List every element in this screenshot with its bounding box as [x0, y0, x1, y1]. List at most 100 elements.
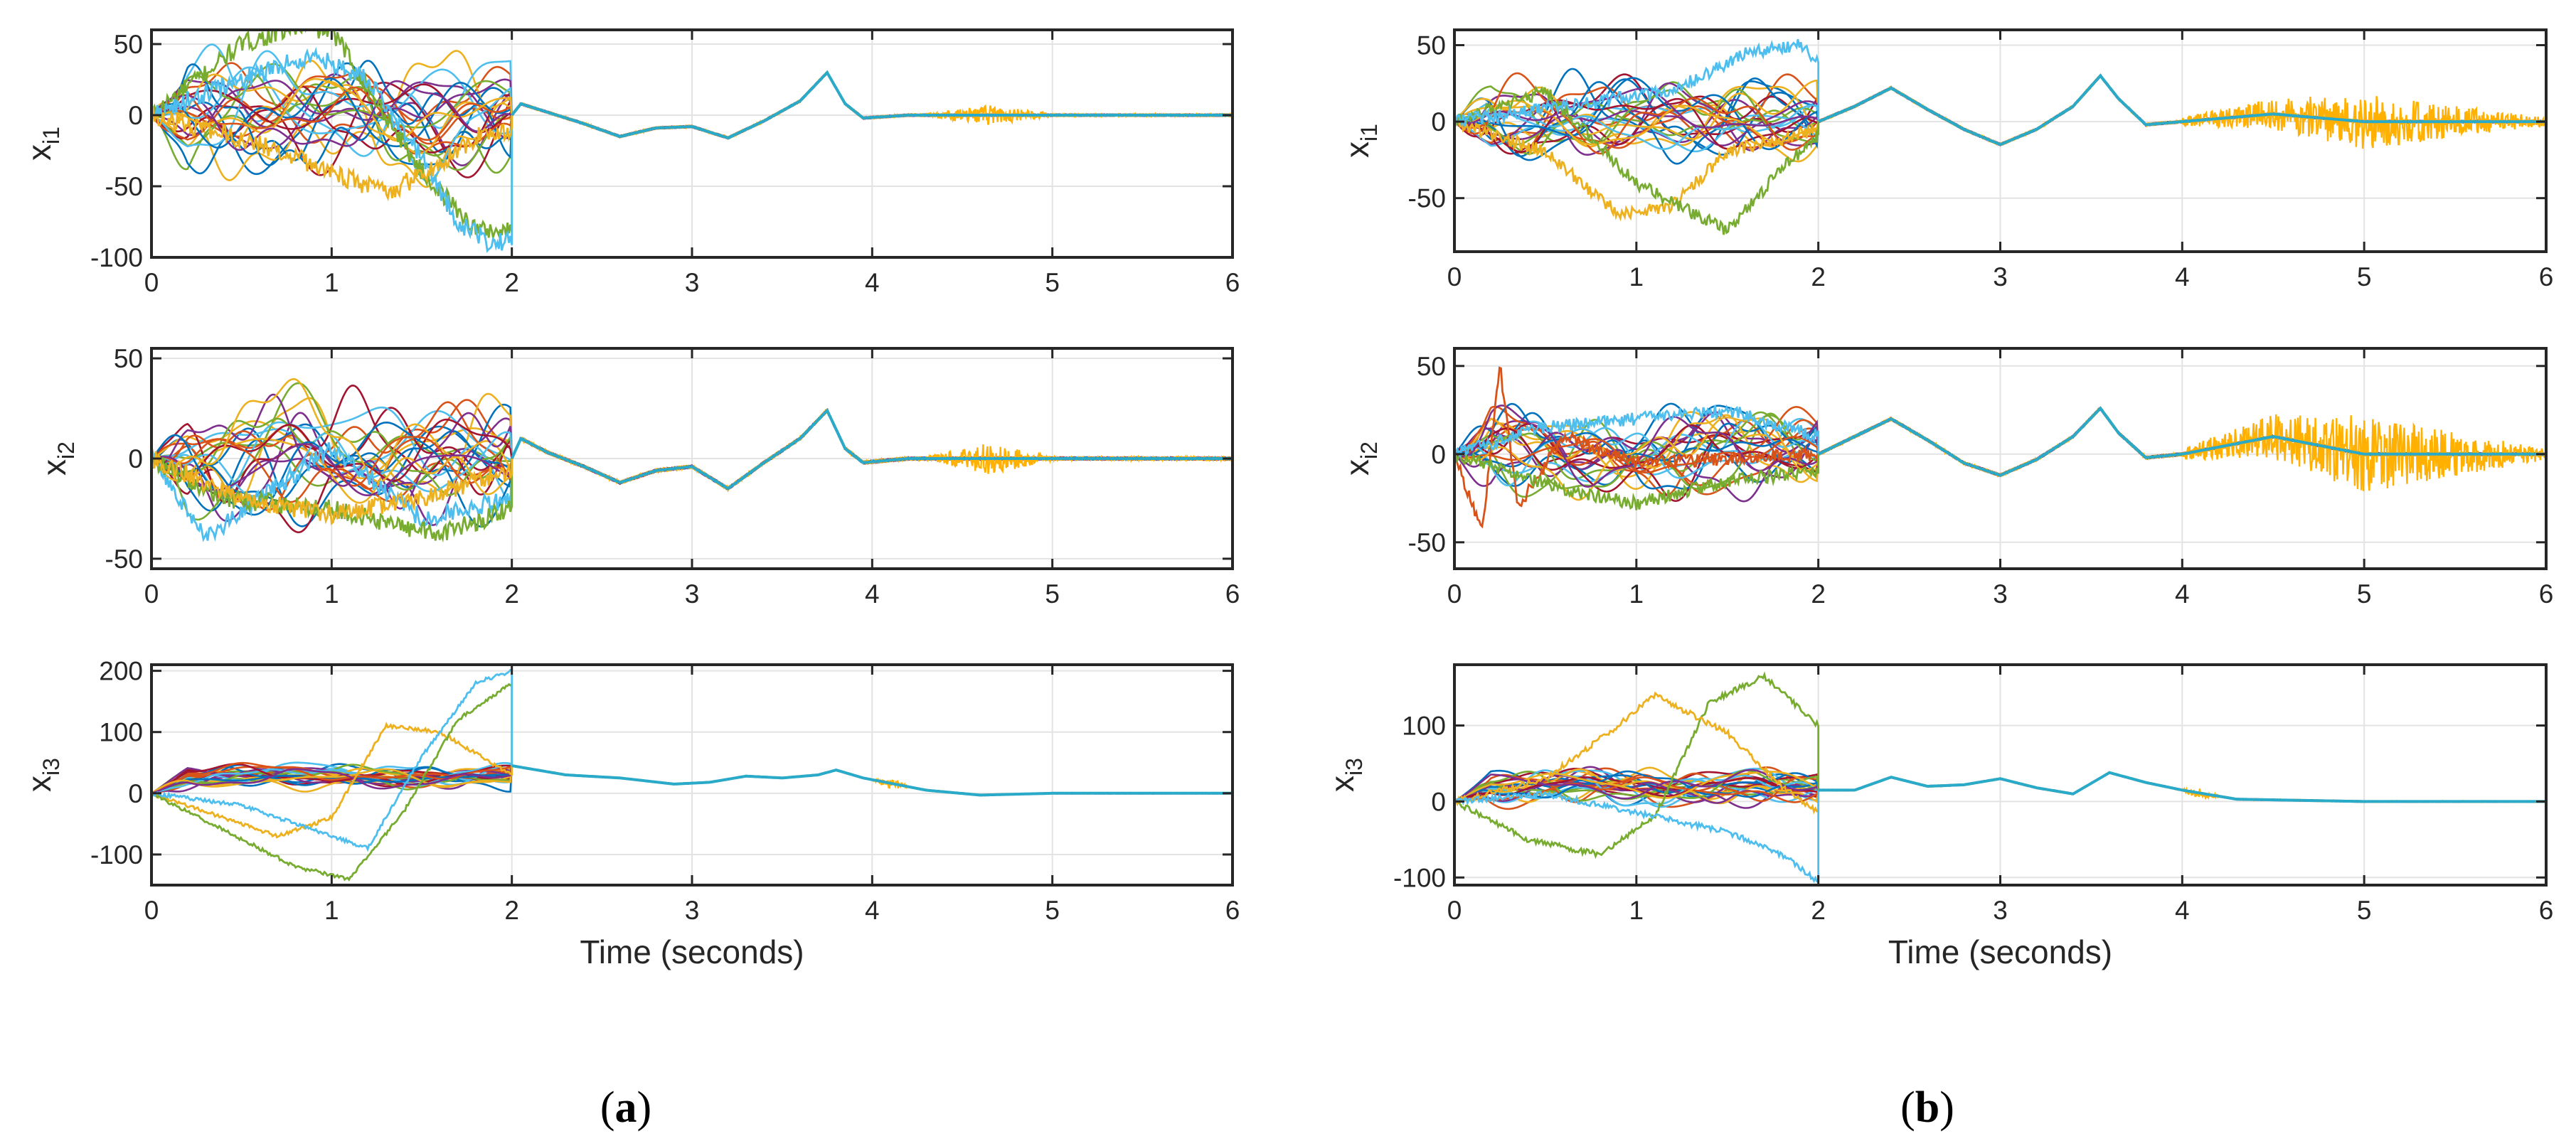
x-tick-label: 3: [685, 579, 700, 609]
series-group: [1454, 671, 2546, 884]
highlight-series-green: [151, 30, 513, 241]
highlight-series-cyan: [151, 46, 513, 253]
y-axis-label: xi3: [21, 758, 64, 792]
y-tick-label: -100: [90, 243, 143, 272]
series-group: [1454, 39, 2546, 235]
x-tick-label: 3: [685, 896, 700, 925]
consensus-series: [511, 70, 1233, 140]
x-tick-label: 2: [504, 268, 519, 297]
x-tick-label: 1: [324, 896, 339, 925]
highlight-series-cyan: [1454, 790, 1820, 884]
x-tick-label: 1: [1629, 262, 1644, 291]
consensus-series: [510, 407, 1233, 491]
x-tick-label: 3: [685, 268, 700, 297]
x-tick-label: 6: [1225, 268, 1240, 297]
x-tick-label: 0: [1447, 262, 1462, 291]
highlight-series-green: [151, 682, 513, 882]
x-axis-label: Time (seconds): [580, 933, 804, 970]
x-tick-label: 5: [2357, 896, 2372, 925]
highlight-series-cyan: [151, 668, 513, 852]
y-axis-label: xi1: [1338, 124, 1382, 158]
y-tick-label: 50: [114, 344, 143, 373]
panel-caption-b: (b): [1900, 1083, 1954, 1132]
highlight-series-cyan: [1454, 404, 1820, 459]
y-tick-label: 0: [128, 779, 143, 808]
x-tick-label: 5: [1045, 896, 1060, 925]
consensus-series: [511, 764, 1233, 797]
series-group: [151, 377, 1233, 543]
y-tick-label: 50: [1417, 352, 1446, 381]
y-axis-label: xi1: [21, 127, 64, 161]
x-tick-label: 5: [1045, 268, 1060, 297]
x-tick-label: 1: [324, 579, 339, 609]
y-tick-label: -50: [1408, 528, 1446, 557]
x-tick-label: 4: [865, 896, 880, 925]
series-group: [151, 668, 1233, 882]
highlight-series-green: [1454, 85, 1820, 235]
x-tick-label: 3: [1993, 262, 2008, 291]
x-tick-label: 6: [1225, 579, 1240, 609]
x-tick-label: 2: [504, 896, 519, 925]
y-tick-label: 50: [114, 30, 143, 59]
x-tick-label: 5: [2357, 579, 2372, 609]
y-tick-label: 0: [1431, 107, 1446, 136]
x-tick-label: 4: [865, 268, 880, 297]
y-axis-label: xi2: [36, 441, 79, 476]
y-tick-label: -100: [1393, 863, 1446, 892]
x-tick-label: 0: [144, 268, 159, 297]
x-tick-label: 0: [1447, 579, 1462, 609]
y-axis-label: xi3: [1324, 758, 1367, 792]
x-tick-label: 1: [1629, 579, 1644, 609]
highlight-series-yellow: [1454, 117, 1820, 222]
x-tick-label: 4: [2175, 262, 2190, 291]
highlight-series-yellow: [151, 107, 513, 202]
x-axis-label: Time (seconds): [1888, 933, 2112, 970]
x-tick-label: 6: [1225, 896, 1240, 925]
x-tick-label: 2: [1811, 579, 1826, 609]
chart-b-i1: 0 1 2 3 4 5 6 -50 0 50 xi1: [1338, 28, 2553, 291]
highlight-series-cyan: [151, 442, 513, 542]
y-tick-label: -50: [105, 545, 143, 574]
y-tick-label: 0: [1431, 440, 1446, 469]
y-tick-label: 0: [1431, 787, 1446, 816]
y-tick-label: 200: [99, 657, 143, 686]
y-axis-label: xi2: [1338, 441, 1382, 476]
series-group: [1454, 366, 2546, 529]
x-tick-label: 1: [1629, 896, 1644, 925]
x-tick-label: 2: [1811, 896, 1826, 925]
highlight-series-yellow: [151, 722, 513, 839]
x-tick-label: 5: [1045, 579, 1060, 609]
x-tick-label: 6: [2539, 579, 2554, 609]
consensus-series: [1817, 406, 2546, 477]
y-tick-label: 0: [128, 101, 143, 130]
y-tick-label: -50: [1408, 184, 1446, 213]
y-tick-label: 0: [128, 444, 143, 473]
x-tick-label: 4: [2175, 896, 2190, 925]
consensus-series: [1817, 73, 2546, 146]
highlight-series-yellow: [1454, 691, 1820, 815]
y-tick-label: 100: [1402, 712, 1446, 741]
x-tick-label: 3: [1993, 579, 2008, 609]
highlight-series-green: [151, 452, 513, 543]
x-tick-label: 0: [1447, 896, 1462, 925]
highlight-series-yellow: [151, 451, 513, 525]
x-tick-label: 1: [324, 268, 339, 297]
x-tick-label: 3: [1993, 896, 2008, 925]
x-tick-label: 4: [865, 579, 880, 609]
highlight-series-green: [1454, 451, 1820, 510]
panel-caption-a: (a): [600, 1083, 651, 1132]
x-tick-label: 2: [1811, 262, 1826, 291]
highlight-series-green: [1454, 671, 1820, 860]
y-tick-label: 100: [99, 718, 143, 747]
highlight-series-cyan: [1454, 39, 1820, 128]
highlight-series-red: [1454, 366, 1820, 529]
y-tick-label: -100: [90, 840, 143, 869]
x-tick-label: 6: [2539, 896, 2554, 925]
consensus-series: [1818, 771, 2546, 803]
